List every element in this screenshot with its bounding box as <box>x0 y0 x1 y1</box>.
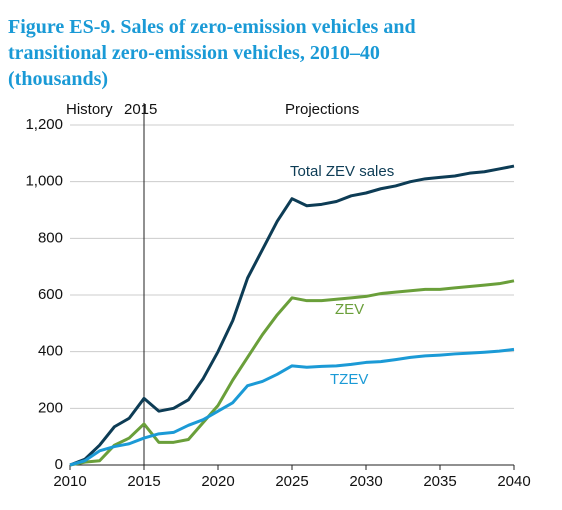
series-line <box>69 164 515 467</box>
annotation: History <box>66 101 113 118</box>
chart-title: transitional zero-emission vehicles, 201… <box>8 42 380 64</box>
x-tick-label: 2030 <box>349 473 382 490</box>
x-tick-label: 2020 <box>201 473 234 490</box>
x-tick-label: 2025 <box>275 473 308 490</box>
series-label: TZEV <box>330 371 368 388</box>
y-tick-label: 800 <box>38 229 63 246</box>
annotation: Projections <box>285 101 359 118</box>
series-label: Total ZEV sales <box>290 163 394 180</box>
y-tick-label: 200 <box>38 399 63 416</box>
y-tick-label: 1,000 <box>25 173 63 190</box>
x-tick-label: 2035 <box>423 473 456 490</box>
chart-title: Figure ES-9. Sales of zero-emission vehi… <box>8 16 416 38</box>
series-line <box>69 347 515 467</box>
y-tick-label: 400 <box>38 343 63 360</box>
y-tick-label: 1,200 <box>25 116 63 133</box>
x-tick-label: 2040 <box>497 473 530 490</box>
y-tick-label: 0 <box>55 456 63 473</box>
y-tick-label: 600 <box>38 286 63 303</box>
annotation: 2015 <box>124 101 157 118</box>
chart-title: (thousands) <box>8 68 108 90</box>
x-tick-label: 2010 <box>53 473 86 490</box>
x-tick-label: 2015 <box>127 473 160 490</box>
series-line <box>69 279 515 467</box>
series-label: ZEV <box>335 301 364 318</box>
